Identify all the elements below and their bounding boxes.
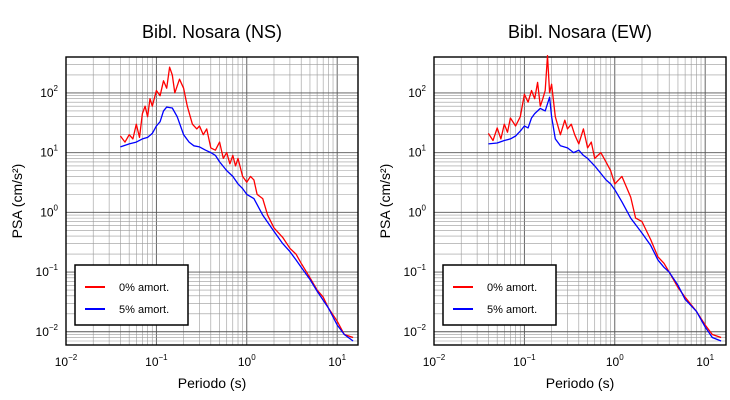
chart2-x-tick-label: 10−1 [513,353,536,369]
chart1-legend: 0% amort. 5% amort. [74,264,189,326]
chart2-legend-label: 0% amort. [487,282,537,294]
chart1-x-tick-label: 100 [238,353,256,369]
chart1-y-axis-label: PSA (cm/s²) [9,164,25,239]
chart1-x-tick-label: 101 [328,353,346,369]
chart2-y-axis-label: PSA (cm/s²) [377,164,393,239]
chart2-series-blue-line [488,96,722,342]
chart2-y-tick-label: 100 [408,203,426,219]
chart2-title: Bibl. Nosara (EW) [508,22,652,42]
chart2-y-tick-label: 10−2 [404,323,427,339]
chart2-x-tick-label: 10−2 [423,353,446,369]
chart2-y-tick-label: 101 [408,144,426,160]
chart1-x-axis-label: Periodo (s) [178,375,246,391]
chart2-x-axis-label: Periodo (s) [546,375,614,391]
chart2-series-red-line [487,55,722,339]
chart1-grid [65,56,358,346]
chart2-legend: 0% amort. 5% amort. [442,264,557,326]
chart1-y-tick-label: 102 [40,84,58,100]
chart1-y-tick-label: 10−2 [36,323,59,339]
chart2-legend-box [442,264,557,326]
chart2-x-tick-label: 101 [696,353,714,369]
chart1-legend-label: 0% amort. [119,282,169,294]
chart2-y-tick-label: 102 [408,84,426,100]
chart1-y-tick-label: 100 [40,203,58,219]
chart1-series-red-line [119,66,354,339]
chart2: Bibl. Nosara (EW) Periodo (s) PSA (cm/s²) 1… [377,22,727,391]
chart2-x-tick-label: 100 [606,353,624,369]
chart1-x-tick-label: 10−2 [55,353,78,369]
chart2-plot-frame [433,56,727,346]
chart2-legend-label: 5% amort. [487,304,537,316]
chart1-y-tick-label: 101 [40,144,58,160]
chart1-legend-label: 5% amort. [119,304,169,316]
chart1-title: Bibl. Nosara (NS) [142,22,282,42]
chart1: Bibl. Nosara (NS) Periodo (s) PSA (cm/s²) 1… [9,22,359,391]
chart1-plot-frame [65,56,359,346]
chart1-legend-box [74,264,189,326]
chart1-x-tick-label: 10−1 [145,353,168,369]
chart2-y-tick-label: 10−1 [404,263,427,279]
chart1-series-blue-line [120,106,354,342]
chart1-y-tick-label: 10−1 [36,263,59,279]
